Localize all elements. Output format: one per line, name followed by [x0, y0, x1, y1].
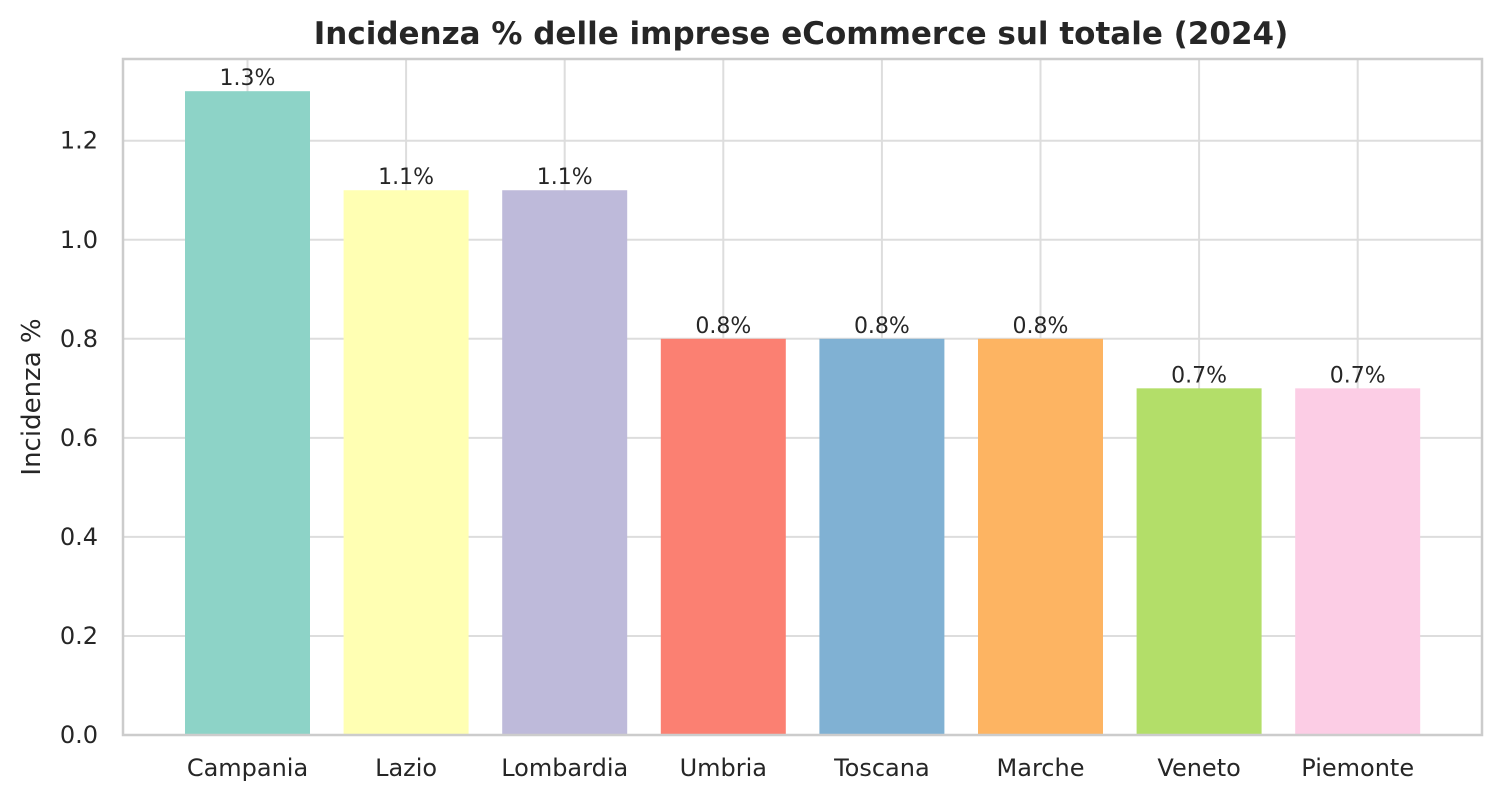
data-labels: 1.3% 1.1% 1.1% 0.8% 0.8% 0.8% 0.7% 0.7%: [220, 66, 1386, 388]
x-tick-label: Toscana: [833, 754, 930, 782]
x-tick-label: Marche: [997, 754, 1085, 782]
bar-toscana: [819, 338, 945, 735]
x-tick-label: Lombardia: [501, 754, 628, 782]
x-axis-ticks: Campania Lazio Lombardia Umbria Toscana March…: [187, 754, 1414, 782]
x-tick-label: Lazio: [375, 754, 437, 782]
y-tick-label: 0.8: [60, 325, 98, 353]
x-tick-label: Umbria: [680, 754, 767, 782]
data-label: 1.1%: [537, 165, 593, 190]
x-tick-label: Veneto: [1157, 754, 1240, 782]
bar-umbria: [660, 338, 786, 735]
data-label: 0.7%: [1330, 363, 1386, 388]
y-axis-ticks: 0.0 0.2 0.4 0.6 0.8 1.0 1.2: [60, 127, 98, 749]
bar-lombardia: [502, 190, 628, 735]
data-label: 0.8%: [695, 314, 751, 339]
y-tick-label: 1.0: [60, 226, 98, 254]
data-label: 1.3%: [220, 66, 276, 91]
chart-title: Incidenza % delle imprese eCommerce sul …: [314, 16, 1289, 52]
bar-marche: [978, 338, 1103, 735]
x-tick-label: Campania: [187, 754, 308, 782]
bar-veneto: [1136, 388, 1262, 735]
bars: [185, 91, 1421, 735]
data-label: 0.8%: [854, 314, 910, 339]
x-tick-label: Piemonte: [1301, 754, 1414, 782]
bar-lazio: [343, 190, 469, 735]
y-tick-label: 0.0: [60, 721, 98, 749]
grid-lines: [123, 59, 1482, 736]
y-tick-label: 0.4: [60, 523, 98, 551]
data-label: 1.1%: [378, 165, 434, 190]
bar-campania: [185, 91, 310, 735]
plot-frame: [121, 57, 1484, 737]
y-axis-label: Incidenza %: [17, 318, 47, 475]
bar-piemonte: [1295, 388, 1421, 735]
data-label: 0.7%: [1171, 363, 1227, 388]
y-tick-label: 1.2: [60, 127, 98, 155]
y-tick-label: 0.2: [60, 622, 98, 650]
data-label: 0.8%: [1013, 314, 1069, 339]
y-tick-label: 0.6: [60, 424, 98, 452]
